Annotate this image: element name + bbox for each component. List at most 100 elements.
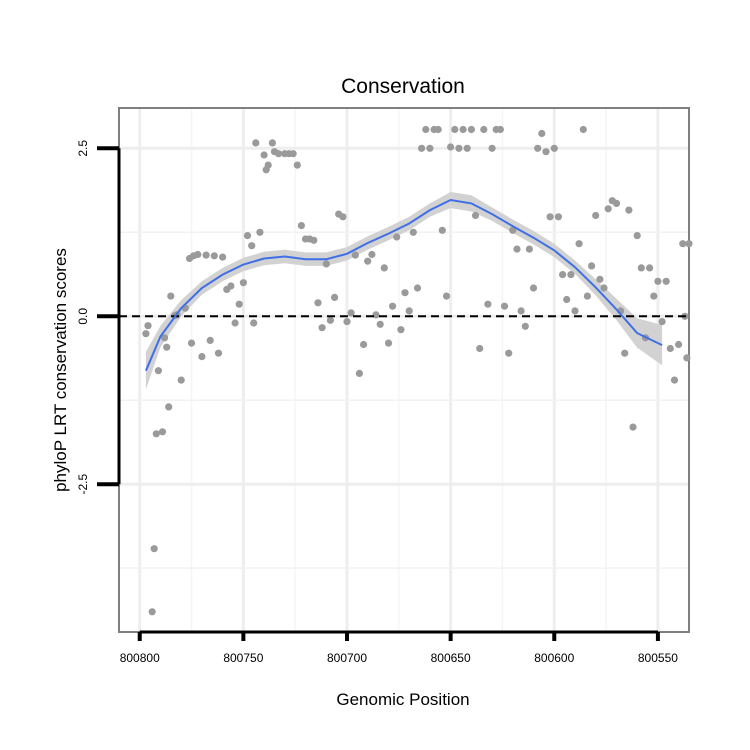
data-point [525, 245, 534, 253]
data-point [505, 349, 513, 357]
data-point [596, 275, 604, 283]
data-point [685, 240, 693, 248]
plot-panel [118, 107, 690, 633]
data-point [231, 319, 239, 327]
data-point [248, 242, 256, 250]
data-point [161, 334, 169, 342]
data-point [142, 330, 150, 338]
x-tick-label: 800550 [638, 651, 678, 665]
smooth-fit-line [144, 198, 663, 372]
data-point [206, 336, 214, 344]
data-point [187, 339, 196, 347]
data-point [389, 302, 397, 310]
data-point [604, 205, 612, 213]
data-point [148, 608, 156, 616]
data-point [529, 284, 538, 292]
data-point [467, 125, 475, 134]
data-point [447, 143, 455, 151]
data-point [331, 293, 339, 301]
data-points [142, 125, 693, 616]
data-point [318, 324, 326, 332]
data-point [571, 307, 579, 315]
data-point [364, 257, 372, 265]
x-tick-label: 800650 [431, 651, 471, 665]
data-point [355, 369, 363, 377]
data-point [243, 232, 252, 240]
data-point [360, 340, 368, 349]
data-point [202, 251, 210, 259]
data-point [513, 245, 521, 253]
data-point [227, 282, 235, 290]
data-point [426, 144, 434, 152]
data-point [546, 213, 554, 221]
data-point [442, 292, 451, 300]
data-point [413, 284, 422, 292]
data-point [488, 144, 496, 152]
data-point [654, 277, 662, 285]
data-point [372, 311, 380, 319]
data-point [326, 316, 334, 324]
data-point [455, 144, 463, 152]
y-axis: 2.5 0.0 -2.5 [76, 140, 121, 495]
data-point [144, 322, 152, 330]
data-point [658, 318, 666, 326]
data-point [542, 148, 550, 156]
data-point [675, 340, 683, 349]
data-point [152, 430, 160, 438]
data-point [393, 233, 401, 241]
data-point [471, 211, 480, 220]
data-point [214, 349, 223, 357]
x-tick-label: 800750 [223, 651, 263, 665]
data-point [579, 125, 587, 134]
data-point [401, 289, 409, 297]
y-tick-label: 2.5 [76, 140, 90, 157]
data-point [310, 236, 318, 244]
data-point [534, 144, 542, 152]
data-point [422, 125, 430, 134]
data-point [559, 271, 567, 279]
data-point [297, 222, 305, 230]
data-point [484, 300, 492, 308]
data-point [451, 125, 459, 134]
data-point [210, 252, 218, 260]
data-point [194, 250, 202, 259]
data-point [239, 279, 247, 287]
data-point [459, 125, 467, 134]
data-point [351, 251, 359, 259]
data-point [264, 161, 272, 169]
data-point [521, 322, 529, 330]
data-point [637, 264, 645, 272]
data-point [463, 144, 471, 152]
data-point [666, 344, 674, 353]
data-point [177, 376, 185, 384]
data-point [496, 125, 504, 134]
data-point [250, 319, 258, 327]
data-point [646, 264, 654, 272]
data-point [683, 354, 691, 362]
data-point [343, 318, 351, 326]
data-point [662, 277, 670, 285]
data-point [368, 250, 376, 259]
data-point [405, 307, 413, 315]
data-point [476, 344, 484, 353]
data-point [314, 299, 322, 307]
data-point [289, 150, 297, 158]
data-point [480, 125, 488, 134]
data-point [418, 144, 426, 152]
data-point [517, 307, 525, 315]
data-point [563, 295, 571, 304]
grid-lines [119, 108, 689, 632]
data-point [600, 284, 608, 292]
x-tick-label: 800800 [120, 651, 160, 665]
data-point [625, 206, 633, 214]
data-point [256, 228, 264, 236]
data-point [167, 292, 175, 300]
data-point [633, 232, 641, 240]
data-point [588, 262, 596, 270]
data-point [434, 125, 442, 134]
data-point [219, 253, 227, 261]
data-point [575, 240, 583, 248]
data-point [592, 211, 600, 220]
data-point [621, 349, 629, 357]
